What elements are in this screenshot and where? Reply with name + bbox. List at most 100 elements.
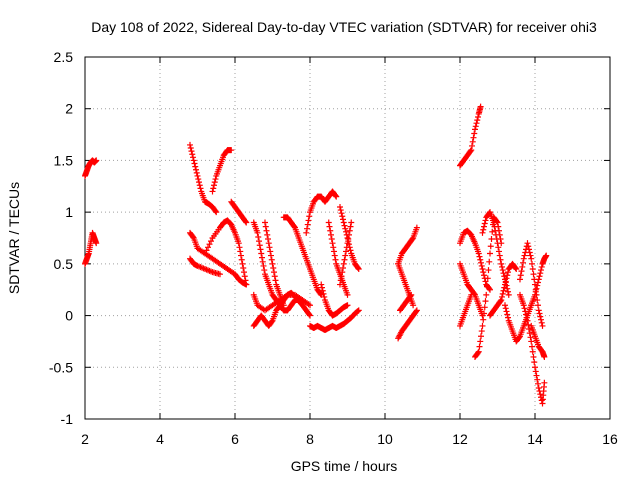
data-point xyxy=(502,278,509,285)
data-point xyxy=(487,243,494,250)
data-point xyxy=(537,270,544,277)
data-point xyxy=(536,310,543,317)
data-point xyxy=(529,260,535,267)
data-point xyxy=(337,207,344,214)
data-point xyxy=(484,283,490,290)
data-point xyxy=(492,227,499,234)
data-point xyxy=(531,359,538,366)
data-point xyxy=(228,147,235,154)
data-point xyxy=(190,154,196,161)
data-point xyxy=(499,263,505,270)
series-arc-17 xyxy=(337,203,362,273)
data-point xyxy=(291,223,298,230)
data-point xyxy=(523,311,529,318)
data-point xyxy=(307,302,313,309)
series-arc-13 xyxy=(303,188,340,236)
data-point xyxy=(338,210,345,217)
data-point xyxy=(193,166,199,173)
data-point xyxy=(534,376,541,383)
data-point xyxy=(470,134,477,141)
data-point xyxy=(241,269,247,276)
data-point xyxy=(499,267,506,274)
data-point xyxy=(265,240,272,247)
data-point xyxy=(480,316,487,323)
data-point xyxy=(468,147,475,154)
data-point xyxy=(529,343,535,350)
data-point xyxy=(482,278,489,285)
data-point xyxy=(486,258,493,265)
data-point xyxy=(307,312,313,319)
data-point xyxy=(262,223,269,230)
series-arc-14 xyxy=(307,307,362,334)
data-point xyxy=(524,317,531,324)
data-point xyxy=(321,293,328,300)
data-point xyxy=(333,193,340,200)
data-point xyxy=(516,334,523,341)
data-point xyxy=(482,217,489,224)
data-point xyxy=(535,307,542,314)
data-point xyxy=(271,269,277,276)
data-point xyxy=(265,236,271,243)
data-point xyxy=(479,322,486,329)
data-point xyxy=(478,328,485,335)
data-point xyxy=(212,176,219,183)
series-arc-1a xyxy=(82,157,100,179)
y-tick-label: 2 xyxy=(65,101,73,117)
data-point xyxy=(532,368,539,375)
data-point xyxy=(242,218,249,225)
data-point xyxy=(477,338,484,345)
data-point xyxy=(505,314,511,321)
series-arc-2 xyxy=(187,141,220,216)
data-point xyxy=(479,266,486,273)
data-point xyxy=(469,138,476,145)
data-point xyxy=(304,225,310,232)
data-point xyxy=(258,250,265,257)
data-point xyxy=(474,117,481,124)
data-point xyxy=(329,240,336,247)
data-point xyxy=(306,311,313,318)
data-point xyxy=(192,163,199,170)
series-arc-22 xyxy=(397,291,415,314)
series-arc-27 xyxy=(472,214,505,360)
data-point xyxy=(210,185,217,192)
data-point xyxy=(476,253,483,260)
series-arc-18 xyxy=(337,219,355,288)
data-point xyxy=(306,213,313,220)
series-arc-26 xyxy=(457,291,475,329)
data-point xyxy=(206,241,213,248)
series-arc-3 xyxy=(209,147,235,195)
data-point xyxy=(254,229,261,236)
data-point xyxy=(325,219,332,226)
series-arc-25 xyxy=(457,260,486,319)
data-point xyxy=(504,285,511,292)
data-point xyxy=(493,236,500,243)
y-tick-label: 1 xyxy=(65,204,73,220)
x-tick-label: 16 xyxy=(602,431,618,447)
series-arc-23 xyxy=(457,103,484,169)
data-point xyxy=(328,231,334,238)
data-point xyxy=(502,302,508,309)
data-point xyxy=(413,308,420,315)
data-point xyxy=(355,307,362,314)
data-point xyxy=(538,263,545,270)
data-point xyxy=(473,120,480,127)
data-point xyxy=(196,182,203,189)
x-axis-ticks: 2 4 6 8 10 12 14 16 xyxy=(81,57,618,447)
data-point xyxy=(319,287,326,294)
data-point xyxy=(344,302,351,309)
data-point xyxy=(533,372,540,379)
data-point xyxy=(499,290,506,297)
data-point xyxy=(256,238,262,245)
data-point xyxy=(538,267,544,274)
data-point xyxy=(475,113,481,120)
data-point xyxy=(187,141,193,148)
data-point xyxy=(483,291,490,298)
series-arc-19 xyxy=(395,224,420,267)
data-point xyxy=(535,302,541,309)
series-arc-6 xyxy=(202,217,250,288)
data-point xyxy=(478,259,484,266)
y-tick-label: -0.5 xyxy=(49,359,73,375)
x-tick-label: 4 xyxy=(156,431,164,447)
plot-frame xyxy=(84,56,611,420)
data-point xyxy=(513,266,520,273)
